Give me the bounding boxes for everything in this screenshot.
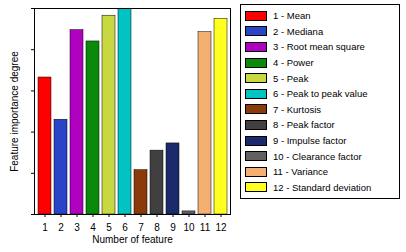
svg-text:5: 5 xyxy=(106,222,112,233)
html-text:8 - Peak factor: 8 - Peak factor xyxy=(273,119,335,131)
svg-text:11: 11 xyxy=(200,222,211,233)
svg-text:Feature importance degree: Feature importance degree xyxy=(9,51,20,172)
html-text:12 - Standard deviation: 12 - Standard deviation xyxy=(273,181,372,193)
svg-text:3: 3 xyxy=(74,222,80,233)
html-text:1 - Mean: 1 - Mean xyxy=(273,10,311,22)
svg-text:12: 12 xyxy=(215,222,227,233)
svg-text:Number of feature: Number of feature xyxy=(92,234,173,245)
svg-text:4: 4 xyxy=(90,222,96,233)
svg-text:1: 1 xyxy=(42,222,48,233)
html-text:3 - Root mean square: 3 - Root mean square xyxy=(273,41,365,53)
html-text:4 - Power: 4 - Power xyxy=(273,57,314,69)
html-text:6 - Peak to peak value: 6 - Peak to peak value xyxy=(273,88,368,100)
html-text:7 - Kurtosis: 7 - Kurtosis xyxy=(273,103,321,115)
svg-text:9: 9 xyxy=(170,222,176,233)
svg-text:7: 7 xyxy=(138,222,144,233)
html-text:2 - Mediana: 2 - Mediana xyxy=(273,25,324,37)
html-text:5 - Peak: 5 - Peak xyxy=(273,72,309,84)
html-text:10 - Clearance factor: 10 - Clearance factor xyxy=(273,150,362,162)
svg-text:8: 8 xyxy=(154,222,160,233)
html-text:9 - Impulse factor: 9 - Impulse factor xyxy=(273,135,347,146)
svg-text:10: 10 xyxy=(183,222,195,233)
svg-text:2: 2 xyxy=(58,222,64,233)
html-text:11 - Variance: 11 - Variance xyxy=(273,166,329,178)
svg-text:6: 6 xyxy=(122,222,128,233)
